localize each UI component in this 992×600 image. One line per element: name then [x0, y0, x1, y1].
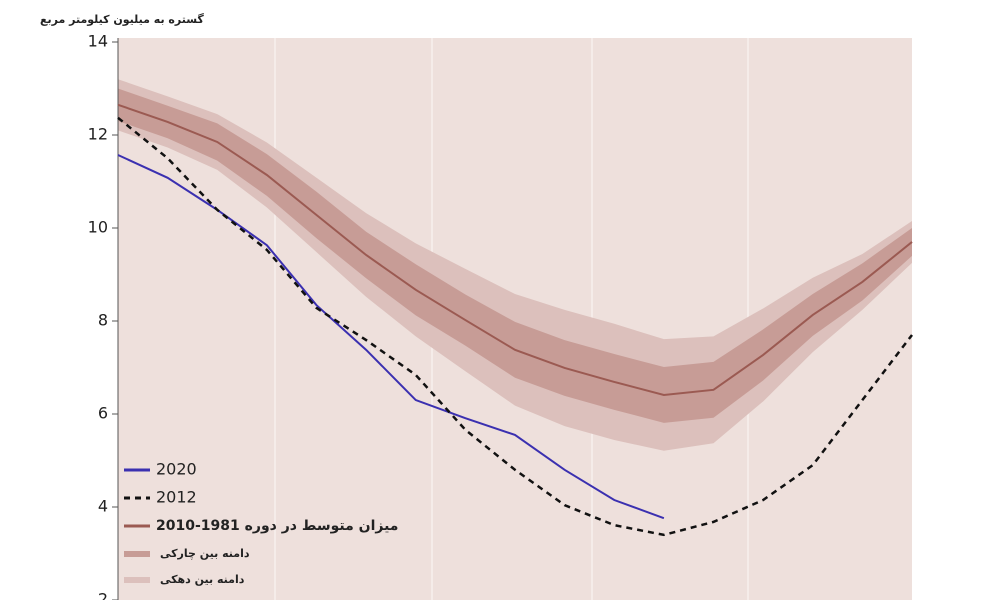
- legend-label: دامنه بین دهکی: [160, 573, 245, 586]
- range-band: [118, 79, 912, 451]
- series-line: [117, 116, 913, 537]
- series-line: [117, 103, 913, 396]
- y-tick-label: 8: [98, 311, 108, 330]
- legend-label: 2020: [156, 460, 197, 479]
- legend-label: 2012: [156, 488, 197, 507]
- range-band: [118, 88, 912, 423]
- legend-label: میزان متوسط در دوره 1981-2010: [156, 518, 398, 534]
- y-tick-label: 4: [98, 497, 108, 516]
- y-axis-title: گستره به میلیون کیلومتر مربع: [40, 13, 204, 26]
- y-tick-label: 6: [98, 404, 108, 423]
- series-line: [117, 154, 665, 520]
- y-tick-label: 12: [88, 125, 108, 144]
- y-tick-label: 14: [88, 32, 108, 51]
- legend-label: دامنه بین چارکی: [160, 547, 250, 560]
- y-tick-label: 10: [88, 218, 108, 237]
- y-tick-label: 2: [98, 590, 108, 600]
